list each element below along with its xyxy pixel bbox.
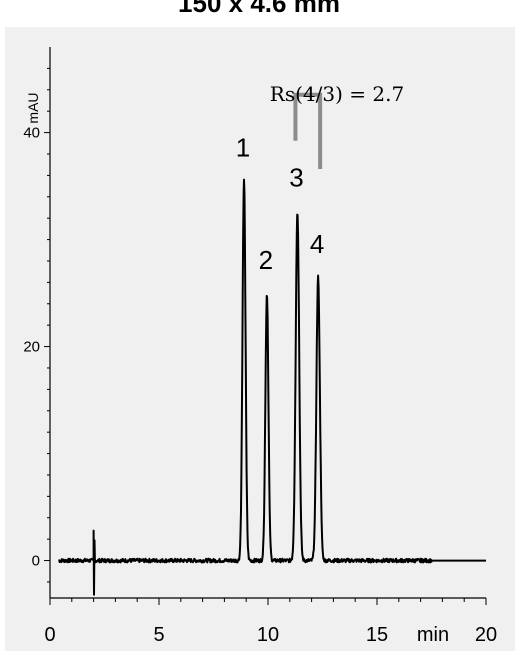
x-tick-label: 10: [257, 624, 279, 646]
resolution-annotation: Rs(4/3) = 2.7: [270, 82, 404, 106]
peak-label-4: 4: [310, 229, 324, 259]
chart-background: [5, 27, 515, 651]
axis-ticks: 0 5 10 15 20 0 20 40: [23, 67, 497, 646]
peak-label-2: 2: [259, 245, 273, 275]
x-tick-label: 15: [366, 624, 388, 646]
peak-label-1: 1: [236, 133, 250, 163]
peak-label-3: 3: [289, 163, 303, 193]
peak-labels: 1 2 3 4: [236, 133, 325, 275]
y-tick-label: 20: [23, 339, 40, 356]
chart-title: 150 x 4.6 mm: [178, 0, 340, 18]
chromatogram-trace: [58, 178, 487, 596]
y-tick-label: 0: [32, 553, 40, 570]
x-axis-unit-label: min: [417, 624, 449, 646]
y-axis-label: mAU: [25, 92, 41, 123]
x-tick-label: 5: [153, 624, 164, 646]
x-tick-label: 0: [44, 624, 55, 646]
resolution-bracket: [293, 92, 323, 170]
y-tick-label: 40: [23, 125, 40, 142]
x-tick-label: 20: [475, 624, 497, 646]
